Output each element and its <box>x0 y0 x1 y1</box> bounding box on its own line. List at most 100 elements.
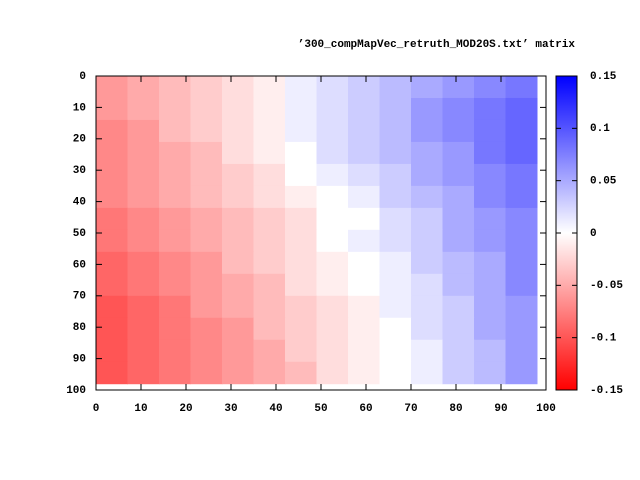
heat-cell <box>474 229 506 253</box>
heat-cell <box>411 251 443 275</box>
heat-cell <box>127 317 160 341</box>
heat-cell <box>442 76 475 99</box>
heat-cell <box>190 361 223 385</box>
heat-cell <box>316 141 349 165</box>
heat-cell <box>222 141 254 165</box>
heat-cell <box>159 185 191 209</box>
heat-cell <box>348 119 380 143</box>
heat-cell <box>222 295 254 319</box>
heat-cell <box>96 207 128 231</box>
heat-cell <box>285 76 317 99</box>
heat-cell <box>348 207 380 231</box>
heat-cell <box>127 361 160 385</box>
heat-cell <box>253 119 286 143</box>
y-tick-label: 0 <box>79 71 86 83</box>
heat-cell <box>316 163 349 187</box>
heat-cell <box>474 119 506 143</box>
heat-cell <box>159 251 191 275</box>
heat-cell <box>442 163 475 187</box>
heat-cell <box>190 273 223 297</box>
heat-cell <box>285 295 317 319</box>
heat-cell <box>316 97 349 121</box>
heat-cell <box>222 273 254 297</box>
x-tick-label: 0 <box>93 403 100 415</box>
heat-cell <box>96 141 128 165</box>
heat-cell <box>505 339 538 363</box>
heat-cell <box>190 229 223 253</box>
heat-cell <box>505 295 538 319</box>
heat-cell <box>505 273 538 297</box>
heat-cell <box>316 229 349 253</box>
heat-cell <box>159 76 191 99</box>
heat-cell <box>253 251 286 275</box>
heat-cell <box>348 273 380 297</box>
heat-cell <box>379 273 412 297</box>
heat-cell <box>442 317 475 341</box>
heat-cell <box>379 207 412 231</box>
heat-cell <box>442 229 475 253</box>
heat-cell <box>411 185 443 209</box>
heat-cell <box>127 339 160 363</box>
x-tick-label: 50 <box>314 403 327 415</box>
colorbar-tick-label: 0.05 <box>590 176 617 188</box>
heat-cell <box>253 317 286 341</box>
heat-cell <box>127 295 160 319</box>
heat-cell <box>316 295 349 319</box>
heat-cell <box>505 141 538 165</box>
x-tick-label: 40 <box>269 403 282 415</box>
heat-cell <box>379 251 412 275</box>
heat-cell <box>379 119 412 143</box>
heat-cell <box>442 207 475 231</box>
heat-cell <box>474 295 506 319</box>
heat-cell <box>159 229 191 253</box>
heat-cell <box>96 273 128 297</box>
heat-cell <box>348 317 380 341</box>
heat-cell <box>442 295 475 319</box>
heat-cell <box>442 97 475 121</box>
heat-cell <box>474 361 506 385</box>
y-tick-label: 80 <box>73 322 86 334</box>
heat-cell <box>348 76 380 99</box>
heat-cell <box>316 339 349 363</box>
x-tick-label: 70 <box>404 403 417 415</box>
heat-cell <box>442 251 475 275</box>
heat-cell <box>159 295 191 319</box>
heat-cell <box>96 339 128 363</box>
heat-cell <box>190 185 223 209</box>
heat-cell <box>316 207 349 231</box>
heat-cell <box>285 207 317 231</box>
heat-cell <box>505 76 538 99</box>
heat-cell <box>474 207 506 231</box>
heat-cell <box>96 251 128 275</box>
heat-cell <box>285 119 317 143</box>
heat-cell <box>190 317 223 341</box>
heat-cell <box>285 97 317 121</box>
heat-cell <box>442 185 475 209</box>
heat-cell <box>127 207 160 231</box>
heat-cell <box>285 273 317 297</box>
heat-cell <box>474 317 506 341</box>
heat-cell <box>253 163 286 187</box>
heat-cell <box>411 229 443 253</box>
heat-cell <box>316 251 349 275</box>
heat-cell <box>474 251 506 275</box>
heat-cell <box>159 141 191 165</box>
x-tick-label: 20 <box>179 403 192 415</box>
heat-cell <box>190 119 223 143</box>
heat-cell <box>96 163 128 187</box>
heat-cell <box>127 141 160 165</box>
heat-cell <box>285 163 317 187</box>
heat-cell <box>411 273 443 297</box>
x-tick-label: 100 <box>536 403 556 415</box>
heat-cell <box>474 339 506 363</box>
heat-cell <box>127 251 160 275</box>
heat-cell <box>190 97 223 121</box>
y-tick-label: 50 <box>73 228 86 240</box>
heat-cell <box>190 295 223 319</box>
heat-cell <box>411 163 443 187</box>
heat-cell <box>442 141 475 165</box>
x-tick-label: 30 <box>224 403 237 415</box>
colorbar-tick-label: 0.15 <box>590 71 617 83</box>
heat-cell <box>411 76 443 99</box>
